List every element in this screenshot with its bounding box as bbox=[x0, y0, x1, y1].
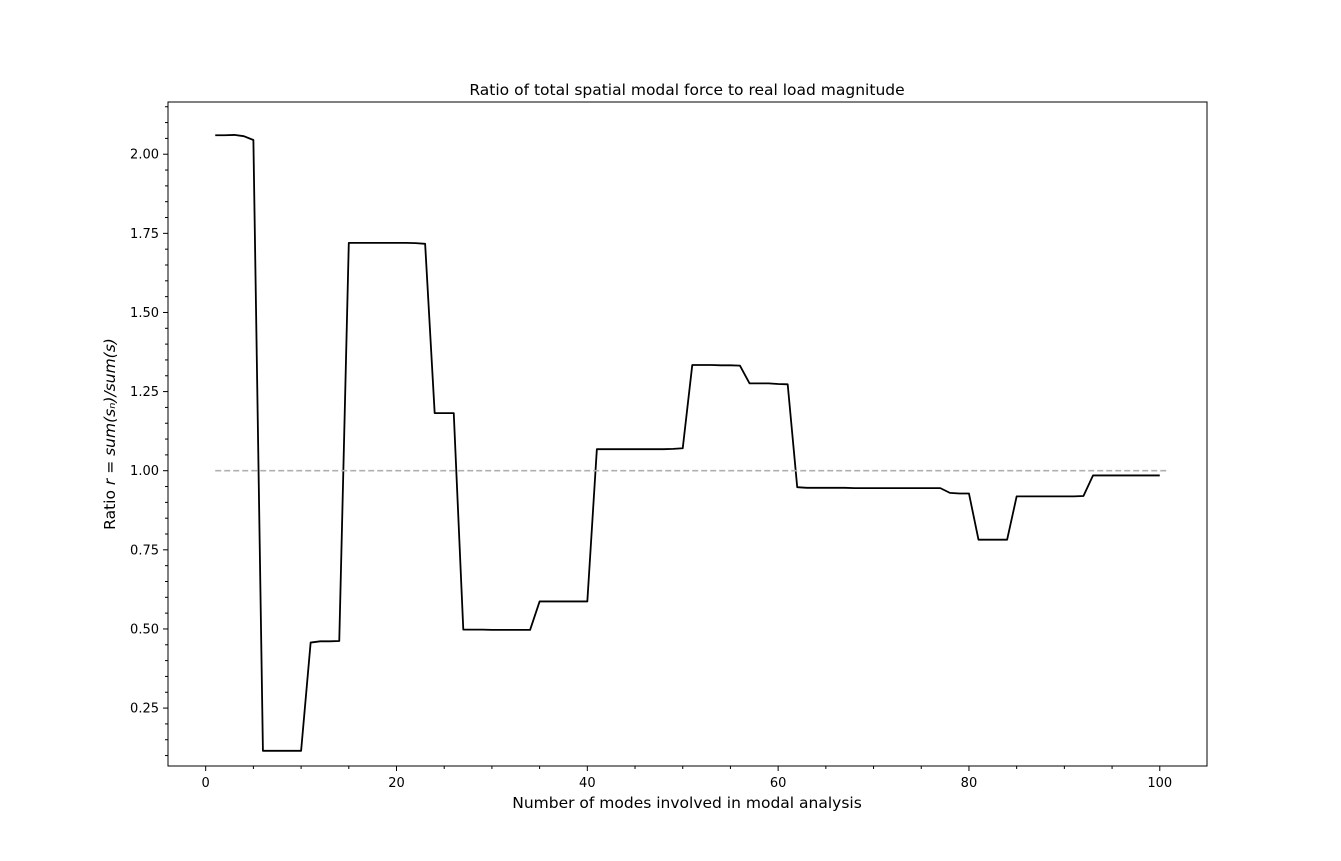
ratio-series-line bbox=[215, 134, 1160, 752]
y-tick-label: 0.25 bbox=[130, 702, 159, 717]
x-tick-label: 40 bbox=[579, 776, 596, 791]
plot-area bbox=[167, 101, 1208, 767]
y-tick-label: 1.25 bbox=[130, 385, 159, 400]
y-tick-label: 0.50 bbox=[130, 622, 159, 637]
y-tick-label: 1.75 bbox=[130, 227, 159, 242]
chart-title: Ratio of total spatial modal force to re… bbox=[469, 81, 904, 99]
x-tick-label: 60 bbox=[770, 776, 787, 791]
y-tick-label: 1.50 bbox=[130, 306, 159, 321]
y-tick-label: 0.75 bbox=[130, 543, 159, 558]
x-tick-label: 100 bbox=[1147, 776, 1172, 791]
x-axis-label: Number of modes involved in modal analys… bbox=[512, 794, 862, 812]
series-layer bbox=[215, 134, 1170, 752]
x-axis: 0 20 40 60 80 100 bbox=[202, 766, 1172, 791]
y-tick-label: 1.00 bbox=[130, 464, 159, 479]
y-tick-label: 2.00 bbox=[130, 148, 159, 163]
y-axis-label-prefix: Ratio bbox=[101, 490, 119, 530]
axes-frame bbox=[167, 101, 1208, 767]
y-axis-label: Ratio r = sum(sₙ)/sum(s) bbox=[101, 338, 119, 530]
x-tick-label: 20 bbox=[388, 776, 405, 791]
x-tick-label: 80 bbox=[961, 776, 978, 791]
x-tick-label: 0 bbox=[202, 776, 210, 791]
y-axis-label-math: r = sum(sₙ)/sum(s) bbox=[101, 338, 119, 485]
y-axis: 0.25 0.50 0.75 1.00 1.25 1.50 1.75 2.00 bbox=[130, 106, 168, 757]
